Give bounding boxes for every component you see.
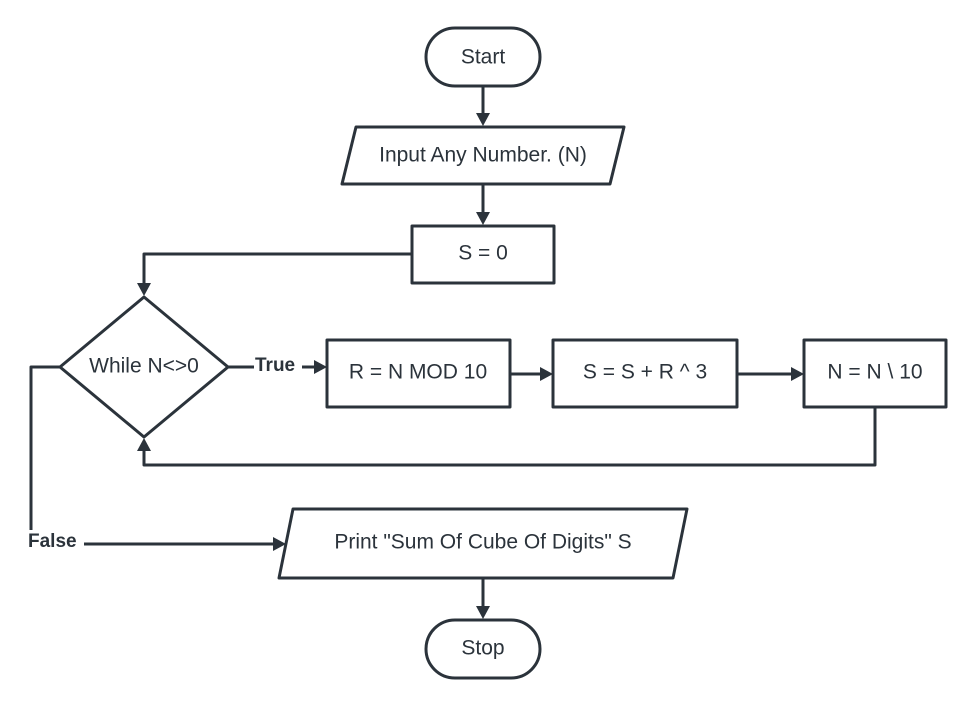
divide-box	[802, 338, 948, 409]
input-parallelogram	[340, 125, 626, 186]
true-edge-label: True	[255, 355, 295, 376]
start-terminator	[424, 26, 542, 88]
arrowhead-while-bottom	[137, 438, 151, 451]
arrowhead-stop	[476, 606, 490, 619]
arrowhead-input	[476, 113, 490, 126]
print-parallelogram	[277, 507, 689, 580]
arrowhead-mod	[314, 360, 327, 374]
stop-label: Stop	[461, 637, 504, 660]
cube-sum-node: S = S + R ^ 3	[551, 338, 739, 409]
arrowhead-while-top	[137, 283, 151, 296]
cube-sum-box	[551, 338, 739, 409]
connector-while-false	[29, 365, 60, 530]
print-label: Print "Sum Of Cube Of Digits" S	[334, 531, 631, 554]
arrowhead-init	[476, 212, 490, 225]
init-sum-node: S = 0	[410, 224, 556, 285]
arrowhead-cube	[540, 367, 553, 381]
start-node: Start	[424, 26, 542, 88]
mod-label: R = N MOD 10	[349, 361, 487, 384]
while-diamond	[58, 295, 230, 439]
stop-terminator	[424, 618, 542, 680]
connector-init-to-while	[142, 252, 412, 285]
connectors	[29, 86, 877, 619]
print-node: Print "Sum Of Cube Of Digits" S	[277, 507, 689, 580]
connector-loop-back	[142, 407, 877, 467]
cube-sum-label: S = S + R ^ 3	[583, 361, 707, 384]
stop-node: Stop	[424, 618, 542, 680]
divide-label: N = N \ 10	[827, 361, 922, 384]
input-node: Input Any Number. (N)	[340, 125, 626, 186]
while-node: While N<>0	[58, 295, 230, 439]
mod-node: R = N MOD 10	[325, 338, 512, 409]
init-sum-label: S = 0	[458, 242, 508, 265]
while-label: While N<>0	[89, 355, 199, 378]
arrowhead-print	[273, 537, 286, 551]
mod-box	[325, 338, 512, 409]
init-sum-box	[410, 224, 556, 285]
arrowhead-divide	[791, 367, 804, 381]
start-label: Start	[461, 46, 506, 69]
divide-node: N = N \ 10	[802, 338, 948, 409]
false-edge-label: False	[28, 531, 77, 552]
input-label: Input Any Number. (N)	[379, 144, 587, 167]
